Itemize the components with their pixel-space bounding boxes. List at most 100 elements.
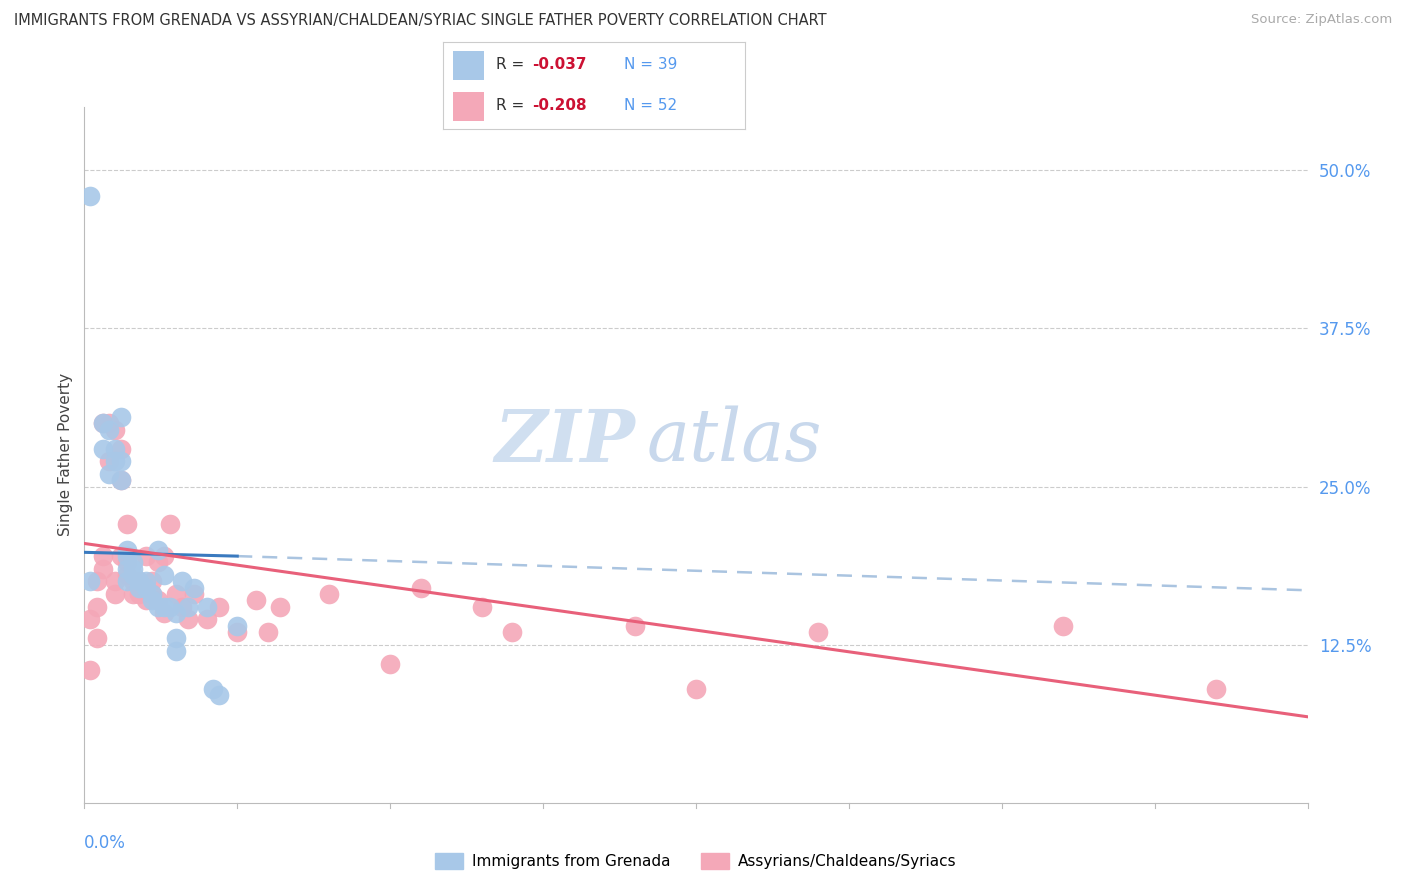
Point xyxy=(172,599,194,614)
Point xyxy=(79,612,101,626)
Point xyxy=(153,599,176,614)
Point xyxy=(807,625,830,640)
Point xyxy=(91,562,114,576)
Point xyxy=(624,618,647,632)
Point xyxy=(110,473,132,487)
Point xyxy=(115,549,138,563)
Point xyxy=(115,517,138,532)
Point xyxy=(128,587,150,601)
Text: ZIP: ZIP xyxy=(494,406,636,476)
Point xyxy=(685,681,707,696)
Point xyxy=(104,442,127,456)
Point xyxy=(183,581,205,595)
Point xyxy=(115,568,138,582)
FancyBboxPatch shape xyxy=(454,92,484,120)
Point xyxy=(79,188,101,202)
Point xyxy=(177,612,200,626)
Point xyxy=(135,574,157,589)
Point xyxy=(122,587,145,601)
Point xyxy=(141,574,163,589)
Point xyxy=(318,587,340,601)
Point xyxy=(97,467,120,481)
Text: -0.208: -0.208 xyxy=(531,98,586,113)
Point xyxy=(104,454,127,468)
Point xyxy=(97,454,120,468)
Point xyxy=(135,593,157,607)
Point xyxy=(195,599,218,614)
Point xyxy=(159,599,181,614)
Point xyxy=(122,562,145,576)
Point xyxy=(79,574,101,589)
Point xyxy=(122,574,145,589)
Text: atlas: atlas xyxy=(647,406,823,476)
Point xyxy=(159,517,181,532)
Point xyxy=(502,625,524,640)
Point xyxy=(141,587,163,601)
Point xyxy=(135,581,157,595)
Point xyxy=(115,542,138,557)
Point xyxy=(380,657,402,671)
Point xyxy=(110,473,132,487)
Point xyxy=(122,568,145,582)
Point xyxy=(110,549,132,563)
Y-axis label: Single Father Poverty: Single Father Poverty xyxy=(58,374,73,536)
Point xyxy=(471,599,494,614)
Point xyxy=(226,625,249,640)
Text: Source: ZipAtlas.com: Source: ZipAtlas.com xyxy=(1251,13,1392,27)
Point xyxy=(1205,681,1227,696)
Point xyxy=(104,587,127,601)
Point xyxy=(201,681,224,696)
Point xyxy=(110,454,132,468)
Point xyxy=(153,606,176,620)
Point xyxy=(172,574,194,589)
Point xyxy=(146,542,169,557)
Point xyxy=(86,574,108,589)
Point xyxy=(110,442,132,456)
Point xyxy=(226,618,249,632)
Legend: Immigrants from Grenada, Assyrians/Chaldeans/Syriacs: Immigrants from Grenada, Assyrians/Chald… xyxy=(429,847,963,875)
Point xyxy=(97,417,120,431)
Text: 0.0%: 0.0% xyxy=(84,834,127,852)
Point xyxy=(153,568,176,582)
Point xyxy=(115,556,138,570)
Point xyxy=(115,562,138,576)
Point xyxy=(115,574,138,589)
Point xyxy=(153,549,176,563)
Point xyxy=(269,599,291,614)
Text: N = 39: N = 39 xyxy=(624,57,678,72)
Point xyxy=(146,599,169,614)
Point xyxy=(91,417,114,431)
Point xyxy=(257,625,280,640)
Point xyxy=(135,549,157,563)
Text: IMMIGRANTS FROM GRENADA VS ASSYRIAN/CHALDEAN/SYRIAC SINGLE FATHER POVERTY CORREL: IMMIGRANTS FROM GRENADA VS ASSYRIAN/CHAL… xyxy=(14,13,827,29)
Point xyxy=(104,423,127,437)
Point xyxy=(128,574,150,589)
Point xyxy=(79,663,101,677)
Text: -0.037: -0.037 xyxy=(531,57,586,72)
Point xyxy=(183,587,205,601)
Point xyxy=(141,587,163,601)
Point xyxy=(128,581,150,595)
Text: R =: R = xyxy=(496,98,529,113)
Text: R =: R = xyxy=(496,57,529,72)
Point xyxy=(110,409,132,424)
Point xyxy=(1052,618,1074,632)
Point xyxy=(86,632,108,646)
Point xyxy=(146,556,169,570)
Point xyxy=(165,587,187,601)
Point xyxy=(91,417,114,431)
Point xyxy=(104,574,127,589)
Point xyxy=(165,606,187,620)
Text: N = 52: N = 52 xyxy=(624,98,678,113)
Point xyxy=(86,599,108,614)
Point xyxy=(208,688,231,702)
Point xyxy=(91,549,114,563)
Point xyxy=(165,644,187,658)
Point xyxy=(195,612,218,626)
Point xyxy=(245,593,267,607)
Point xyxy=(409,581,432,595)
Point xyxy=(97,423,120,437)
Point xyxy=(177,599,200,614)
Point xyxy=(208,599,231,614)
Point xyxy=(91,442,114,456)
